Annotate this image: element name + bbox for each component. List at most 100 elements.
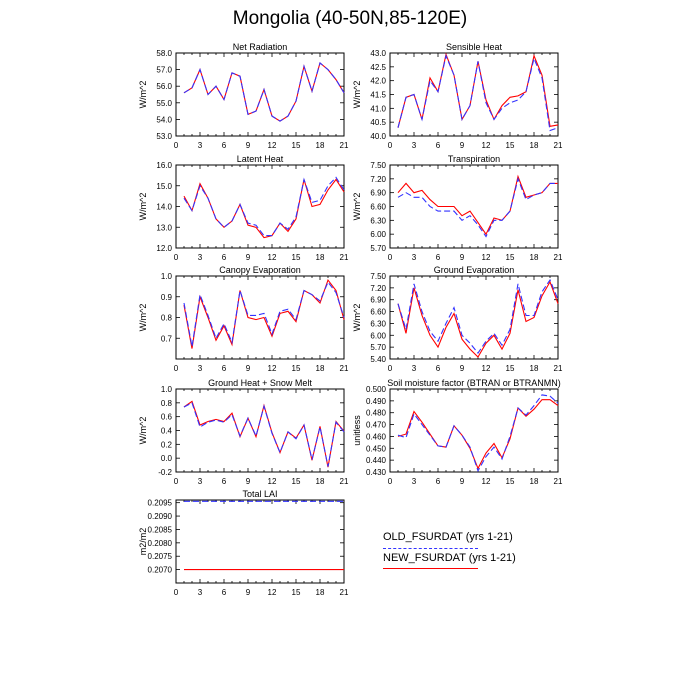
x-tick-label: 12 bbox=[268, 141, 277, 150]
y-tick-label: -0.2 bbox=[158, 468, 172, 477]
y-tick-label: 43.0 bbox=[370, 49, 386, 58]
x-tick-label: 18 bbox=[530, 253, 539, 262]
x-tick-label: 3 bbox=[198, 364, 203, 373]
legend-label-old: OLD_FSURDAT (yrs 1-21) bbox=[383, 531, 513, 543]
x-tick-label: 12 bbox=[482, 364, 491, 373]
x-tick-label: 0 bbox=[174, 588, 179, 597]
x-tick-label: 12 bbox=[482, 141, 491, 150]
legend-line-old bbox=[383, 548, 478, 549]
y-tick-label: 0.2090 bbox=[148, 512, 173, 521]
y-tick-label: 0.6 bbox=[161, 413, 173, 422]
y-tick-label: 0.9 bbox=[161, 293, 173, 302]
x-tick-label: 9 bbox=[246, 588, 251, 597]
x-tick-label: 18 bbox=[316, 477, 325, 486]
x-tick-label: 0 bbox=[388, 141, 393, 150]
plot-title: Latent Heat bbox=[237, 154, 284, 164]
x-tick-label: 9 bbox=[460, 141, 465, 150]
x-tick-label: 12 bbox=[268, 588, 277, 597]
x-tick-label: 9 bbox=[460, 364, 465, 373]
x-tick-label: 21 bbox=[554, 364, 563, 373]
x-tick-label: 6 bbox=[222, 588, 227, 597]
y-tick-label: 6.00 bbox=[370, 331, 386, 340]
plot-title: Ground Evaporation bbox=[434, 265, 515, 275]
y-axis-label: W/m^2 bbox=[352, 193, 362, 221]
x-tick-label: 9 bbox=[246, 253, 251, 262]
plot-frame bbox=[175, 499, 345, 584]
x-tick-label: 12 bbox=[268, 477, 277, 486]
y-tick-label: 55.0 bbox=[156, 99, 172, 108]
x-tick-label: 0 bbox=[174, 253, 179, 262]
y-tick-label: 0.2 bbox=[161, 440, 173, 449]
x-tick-label: 3 bbox=[198, 588, 203, 597]
y-tick-label: 41.0 bbox=[370, 104, 386, 113]
y-tick-label: 0.480 bbox=[366, 409, 387, 418]
series-old-line bbox=[397, 176, 558, 238]
series-old-line bbox=[183, 176, 345, 237]
y-tick-label: 0.2070 bbox=[148, 566, 173, 575]
x-tick-label: 9 bbox=[460, 477, 465, 486]
y-tick-label: 13.0 bbox=[156, 223, 172, 232]
x-tick-label: 6 bbox=[222, 477, 227, 486]
x-tick-label: 18 bbox=[316, 141, 325, 150]
x-tick-label: 18 bbox=[530, 364, 539, 373]
series-old-line bbox=[397, 278, 559, 355]
x-tick-label: 21 bbox=[340, 477, 349, 486]
x-tick-label: 3 bbox=[412, 253, 417, 262]
x-tick-label: 6 bbox=[222, 364, 227, 373]
plot-frame bbox=[389, 275, 559, 360]
x-tick-label: 6 bbox=[436, 364, 441, 373]
series-old-line bbox=[183, 402, 345, 467]
y-tick-label: 15.0 bbox=[156, 182, 172, 191]
y-tick-label: 40.0 bbox=[370, 132, 386, 141]
x-tick-label: 15 bbox=[506, 477, 515, 486]
x-tick-label: 9 bbox=[246, 477, 251, 486]
x-tick-label: 3 bbox=[412, 364, 417, 373]
y-tick-label: 0.2080 bbox=[148, 539, 173, 548]
y-tick-label: 0.2075 bbox=[148, 552, 173, 561]
y-tick-label: 0.490 bbox=[366, 397, 387, 406]
y-tick-label: 0.8 bbox=[161, 314, 173, 323]
x-tick-label: 21 bbox=[340, 588, 349, 597]
y-tick-label: 7.50 bbox=[370, 161, 386, 170]
series-new-line bbox=[183, 62, 345, 122]
y-tick-label: 5.70 bbox=[370, 244, 386, 253]
y-tick-label: 58.0 bbox=[156, 49, 172, 58]
series-old-line bbox=[183, 62, 345, 122]
legend-label-new: NEW_FSURDAT (yrs 1-21) bbox=[383, 552, 516, 564]
x-tick-label: 12 bbox=[268, 253, 277, 262]
x-tick-label: 9 bbox=[246, 141, 251, 150]
x-tick-label: 0 bbox=[174, 477, 179, 486]
x-tick-label: 6 bbox=[436, 141, 441, 150]
y-tick-label: 6.00 bbox=[370, 230, 386, 239]
plot-frame bbox=[175, 164, 345, 249]
x-tick-label: 18 bbox=[316, 253, 325, 262]
x-tick-label: 15 bbox=[292, 588, 301, 597]
x-tick-label: 18 bbox=[530, 477, 539, 486]
x-tick-label: 0 bbox=[174, 364, 179, 373]
series-old-line bbox=[397, 53, 559, 132]
y-tick-label: 54.0 bbox=[156, 115, 172, 124]
y-tick-label: 5.70 bbox=[370, 343, 386, 352]
x-tick-label: 0 bbox=[388, 253, 393, 262]
x-tick-label: 9 bbox=[246, 364, 251, 373]
y-axis-label: unitless bbox=[352, 415, 362, 446]
plot-frame bbox=[389, 388, 559, 473]
y-axis-label: m2/m2 bbox=[138, 528, 148, 556]
y-tick-label: 0.2085 bbox=[148, 525, 173, 534]
x-tick-label: 15 bbox=[292, 141, 301, 150]
plot-title: Net Radiation bbox=[233, 42, 288, 52]
series-new-line bbox=[397, 399, 559, 470]
x-tick-label: 21 bbox=[340, 364, 349, 373]
y-tick-label: 0.440 bbox=[366, 456, 387, 465]
x-tick-label: 15 bbox=[292, 253, 301, 262]
y-tick-label: 7.20 bbox=[370, 175, 386, 184]
x-tick-label: 6 bbox=[222, 253, 227, 262]
plot-title: Ground Heat + Snow Melt bbox=[208, 378, 312, 388]
x-tick-label: 6 bbox=[436, 253, 441, 262]
y-tick-label: 6.90 bbox=[370, 189, 386, 198]
y-tick-label: 7.20 bbox=[370, 284, 386, 293]
y-tick-label: 57.0 bbox=[156, 66, 172, 75]
y-tick-label: 0.7 bbox=[161, 334, 173, 343]
y-tick-label: 42.0 bbox=[370, 77, 386, 86]
